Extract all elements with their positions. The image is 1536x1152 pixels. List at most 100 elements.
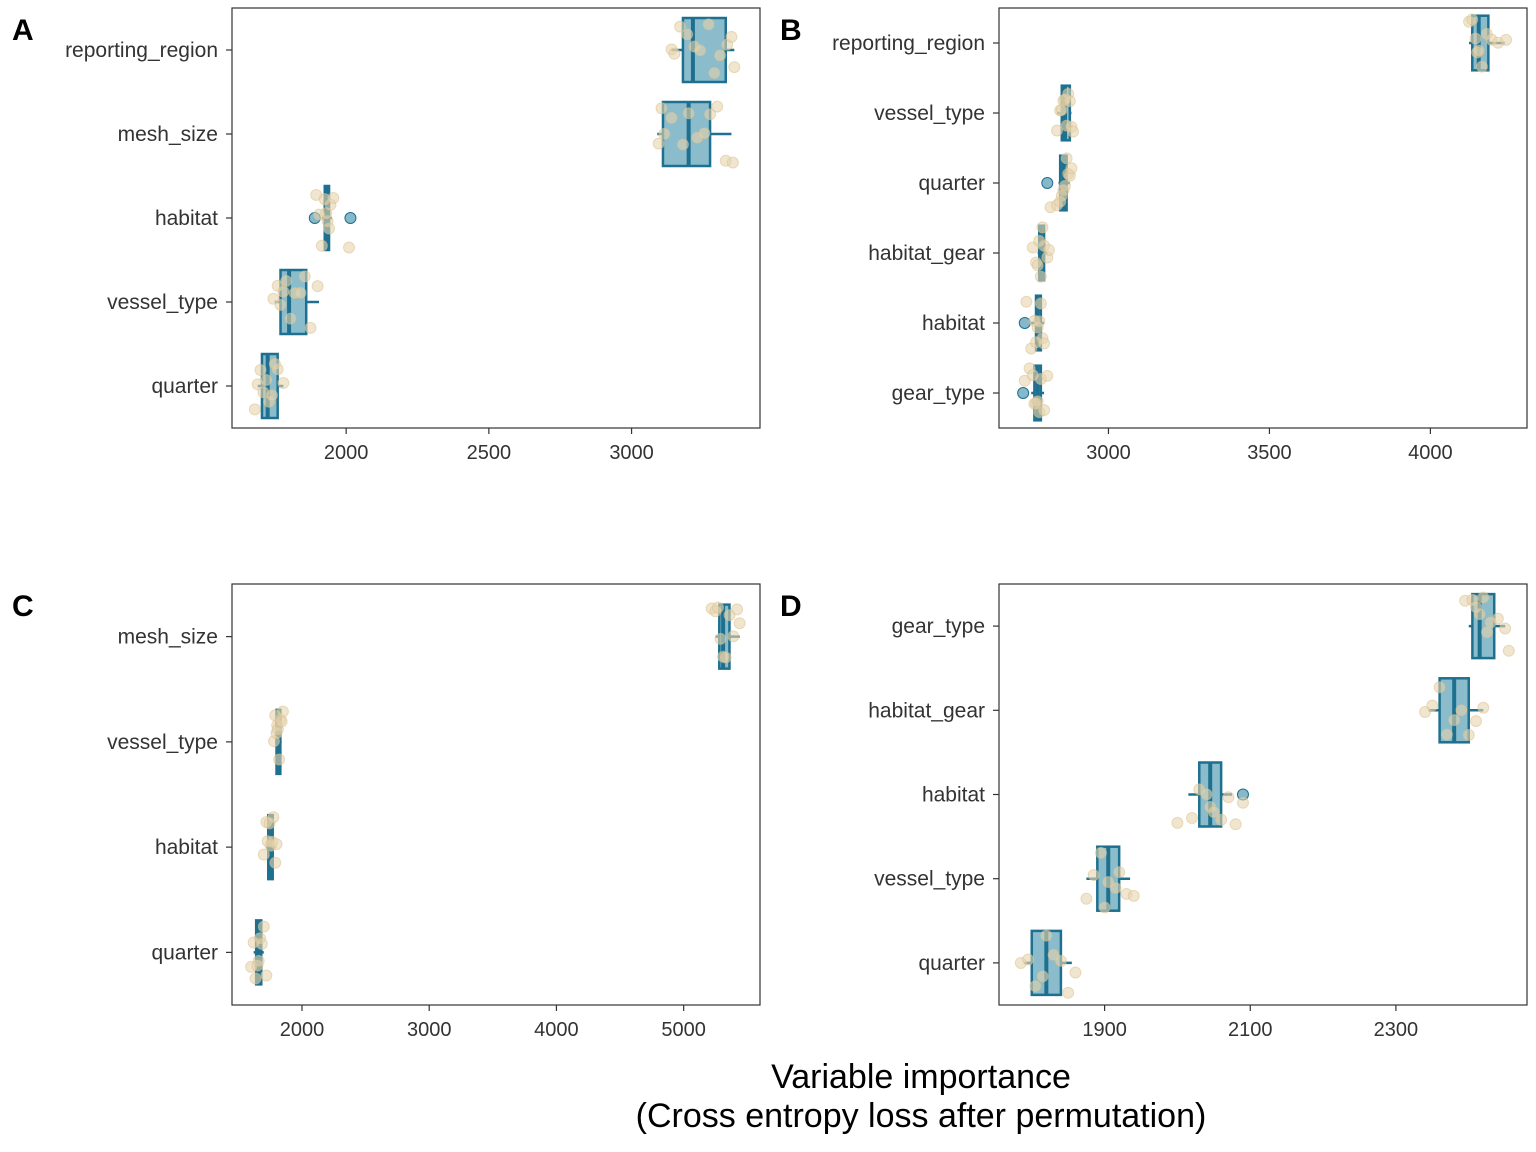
y-tick-label: gear_type (892, 615, 985, 638)
jitter-point (298, 270, 311, 283)
jitter-point (1094, 846, 1107, 859)
x-axis-title-line2: (Cross entropy loss after permutation) (636, 1097, 1207, 1135)
jitter-point (1469, 32, 1482, 45)
y-tick-label: gear_type (892, 382, 985, 405)
jitter-point (1060, 152, 1073, 165)
jitter-point (708, 67, 721, 80)
jitter-point (694, 44, 707, 57)
jitter-point (267, 811, 280, 824)
y-tick-label: vessel_type (874, 868, 985, 891)
outlier-point (1041, 177, 1054, 189)
jitter-point (655, 102, 668, 115)
y-tick-label: mesh_size (118, 123, 218, 146)
jitter-point (1029, 980, 1042, 993)
jitter-point (274, 298, 287, 311)
jitter-point (1109, 881, 1122, 894)
jitter-point (1127, 889, 1140, 902)
jitter-point (712, 601, 725, 614)
jitter-point (1448, 714, 1461, 727)
jitter-point (275, 715, 288, 728)
outlier-point (344, 212, 357, 224)
x-tick-label: 4000 (534, 1019, 579, 1041)
jitter-point (702, 18, 715, 31)
jitter-point (665, 111, 678, 124)
jitter-point (1185, 811, 1198, 824)
jitter-point (726, 156, 739, 169)
jitter-point (1067, 125, 1080, 138)
jitter-point (273, 753, 286, 766)
jitter-point (1455, 704, 1468, 717)
jitter-point (277, 376, 290, 389)
outlier-point (1017, 387, 1030, 399)
y-tick-label: reporting_region (65, 39, 218, 62)
panel-letter: B (780, 14, 802, 47)
jitter-point (1080, 892, 1093, 905)
y-tick-label: habitat (922, 784, 985, 807)
jitter-point (711, 100, 724, 113)
jitter-point (255, 937, 268, 950)
jitter-point (280, 274, 293, 287)
jitter-point (1500, 33, 1513, 46)
x-tick-label: 3000 (609, 442, 654, 464)
jitter-point (1466, 13, 1479, 26)
jitter-point (727, 630, 740, 643)
x-tick-label: 5000 (661, 1019, 706, 1041)
jitter-point (1491, 612, 1504, 625)
jitter-point (1440, 728, 1453, 741)
x-axis-title-line1: Variable importance (771, 1058, 1071, 1096)
y-tick-label: habitat (155, 207, 218, 230)
jitter-point (714, 632, 727, 645)
y-tick-label: habitat_gear (868, 242, 985, 265)
y-tick-label: habitat_gear (868, 699, 985, 722)
jitter-point (704, 108, 717, 121)
panel-letter: C (12, 590, 34, 623)
jitter-point (327, 191, 340, 204)
jitter-point (674, 20, 687, 33)
jitter-point (1475, 60, 1488, 73)
y-tick-label: habitat (155, 836, 218, 859)
jitter-point (682, 107, 695, 120)
jitter-point (733, 617, 746, 630)
y-tick-label: quarter (151, 941, 218, 964)
jitter-point (1063, 95, 1076, 108)
x-tick-label: 4000 (1408, 442, 1453, 464)
jitter-point (1042, 243, 1055, 256)
jitter-point (249, 972, 262, 985)
jitter-point (1038, 337, 1051, 350)
y-tick-label: mesh_size (118, 626, 218, 649)
jitter-point (260, 969, 273, 982)
jitter-point (1215, 813, 1228, 826)
jitter-point (260, 374, 273, 387)
jitter-point (294, 286, 307, 299)
jitter-point (1113, 866, 1126, 879)
jitter-point (719, 651, 732, 664)
y-tick-label: habitat (922, 312, 985, 335)
jitter-point (257, 920, 270, 933)
y-tick-label: vessel_type (874, 102, 985, 125)
jitter-point (1477, 701, 1490, 714)
jitter-point (1022, 953, 1035, 966)
jitter-point (343, 241, 356, 254)
jitter-point (725, 30, 738, 43)
jitter-point (1036, 970, 1049, 983)
jitter-point (1087, 869, 1100, 882)
jitter-point (652, 137, 665, 150)
jitter-point (1038, 404, 1051, 417)
jitter-point (315, 239, 328, 252)
jitter-point (257, 848, 270, 861)
y-tick-label: reporting_region (832, 32, 985, 55)
jitter-point (1426, 699, 1439, 712)
jitter-point (277, 285, 290, 298)
panel-letter: D (780, 590, 802, 623)
jitter-point (1062, 986, 1075, 999)
jitter-point (323, 222, 336, 235)
jitter-point (1229, 818, 1242, 831)
panel-border (231, 583, 761, 1006)
jitter-point (698, 127, 711, 140)
jitter-point (1054, 954, 1067, 967)
x-tick-label: 3500 (1247, 442, 1292, 464)
y-tick-label: vessel_type (107, 291, 218, 314)
jitter-point (1472, 44, 1485, 57)
